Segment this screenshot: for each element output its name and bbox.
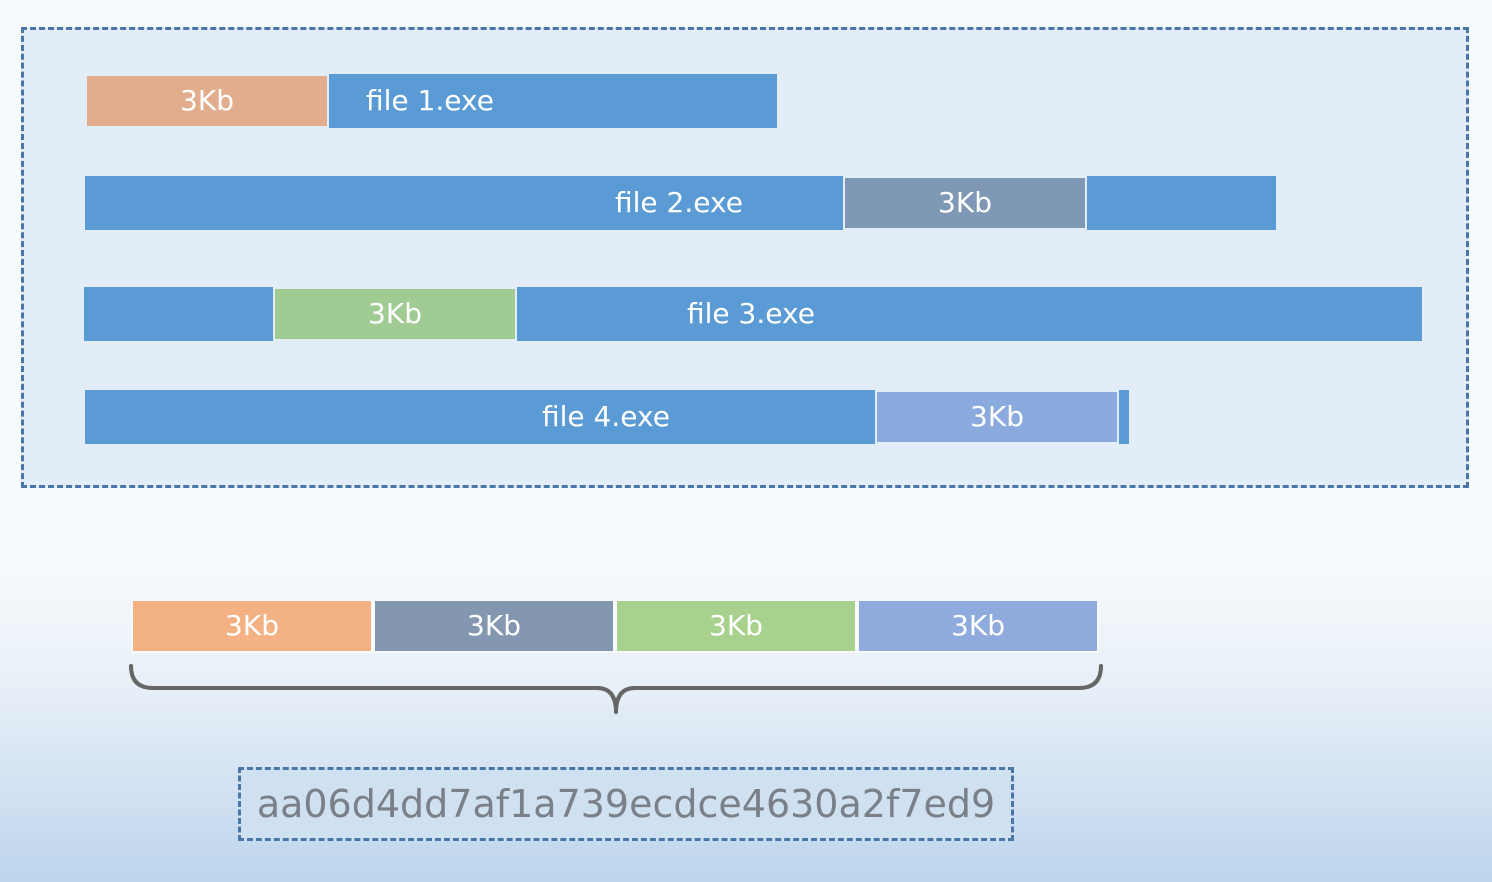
file-name-1: file 1.exe [366,84,494,117]
file-segment [85,176,843,230]
file-segment [517,287,1422,341]
file-segment [85,390,875,444]
combined-chunks-bar: 3Kb 3Kb 3Kb 3Kb [131,599,1099,653]
file-segment [1119,390,1129,444]
combined-chunk-3: 3Kb [615,599,857,653]
file-bar-3: 3Kb file 3.exe [84,287,1422,341]
file-segment [329,74,777,128]
combined-chunk-1: 3Kb [131,599,373,653]
file-bar-4: 3Kb file 4.exe [85,390,1129,444]
file-name-2: file 2.exe [615,186,743,219]
chunk-segment-1: 3Kb [85,74,329,128]
curly-brace-icon [129,664,1103,714]
file-name-3: file 3.exe [687,297,815,330]
chunk-segment-2: 3Kb [843,176,1087,230]
file-bar-2: 3Kb file 2.exe [85,176,1276,230]
combined-chunk-2: 3Kb [373,599,615,653]
chunk-segment-4: 3Kb [875,390,1119,444]
file-bar-1: 3Kb file 1.exe [85,74,777,128]
files-container: 3Kb file 1.exe 3Kb file 2.exe 3Kb file 3… [21,27,1469,488]
file-segment [1087,176,1276,230]
file-segment [84,287,273,341]
file-name-4: file 4.exe [542,400,670,433]
chunk-segment-3: 3Kb [273,287,517,341]
combined-chunk-4: 3Kb [857,599,1099,653]
hash-value: aa06d4dd7af1a739ecdce4630a2f7ed9 [238,767,1014,841]
